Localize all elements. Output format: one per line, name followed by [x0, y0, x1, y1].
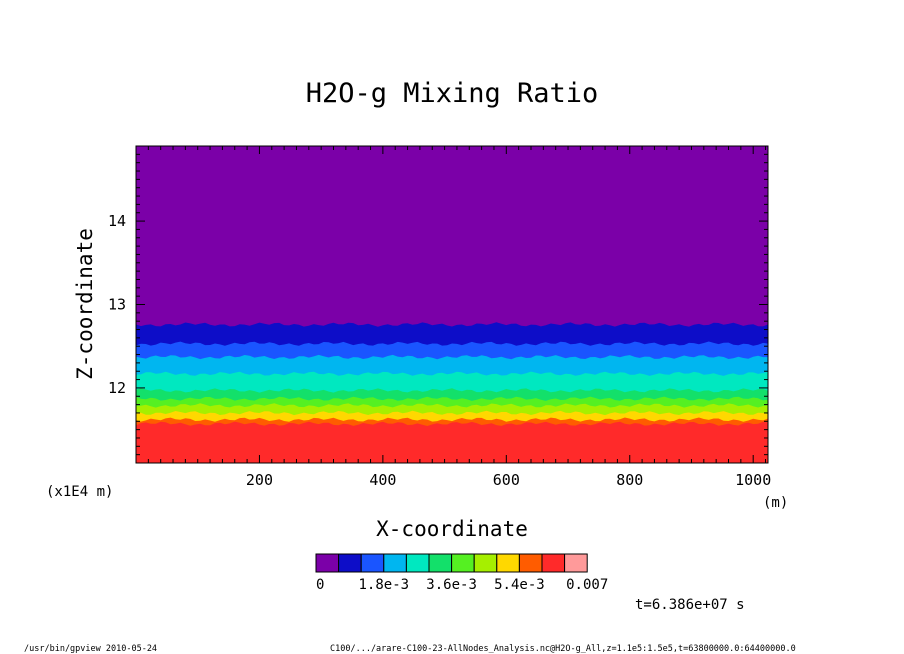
- colorbar-swatch: [541, 553, 566, 573]
- colorbar-label: 1.8e-3: [359, 577, 410, 593]
- plot-area: 200 400 600 800 1000 12 13 14: [108, 145, 771, 489]
- y-tick-label: 12: [108, 379, 126, 397]
- colorbar-label: 0: [316, 577, 324, 593]
- y-axis-label: Z-coordinate: [73, 228, 97, 380]
- colorbar-label: 0.007: [566, 577, 608, 593]
- contour-band-level-11: [136, 421, 768, 463]
- colorbar-swatch: [360, 553, 385, 573]
- x-tick-label: 1000: [735, 471, 771, 489]
- time-label: t=6.386e+07 s: [635, 597, 745, 613]
- colorbar-label: 3.6e-3: [426, 577, 477, 593]
- colorbar-swatch: [405, 553, 430, 573]
- y-tick-label: 14: [108, 212, 126, 230]
- x-tick-label: 400: [369, 471, 396, 489]
- colorbar-swatch: [518, 553, 543, 573]
- colorbar-swatch: [428, 553, 453, 573]
- colorbar-swatch: [496, 553, 520, 573]
- y-tick-label: 13: [108, 296, 126, 314]
- x-unit-label: (m): [763, 495, 788, 511]
- x-tick-label: 800: [616, 471, 643, 489]
- footer-left: /usr/bin/gpview 2010-05-24: [24, 644, 157, 654]
- colorbar-swatch: [473, 553, 498, 573]
- colorbar-swatch: [383, 553, 407, 573]
- colorbar-label: 5.4e-3: [494, 577, 545, 593]
- x-tick-label: 200: [246, 471, 273, 489]
- colorbar-swatch: [338, 553, 362, 573]
- x-tick-label: 600: [493, 471, 520, 489]
- y-scale-label: (x1E4 m): [46, 484, 113, 500]
- colorbar-swatch: [564, 553, 588, 573]
- chart-title: H2O-g Mixing Ratio: [306, 78, 599, 109]
- colorbar: 0 1.8e-3 3.6e-3 5.4e-3 0.007: [315, 553, 608, 593]
- footer-right: C100/.../arare-C100-23-AllNodes_Analysis…: [330, 644, 796, 654]
- colorbar-swatch: [315, 553, 340, 573]
- x-axis-label: X-coordinate: [376, 517, 528, 541]
- colorbar-swatch: [451, 553, 475, 573]
